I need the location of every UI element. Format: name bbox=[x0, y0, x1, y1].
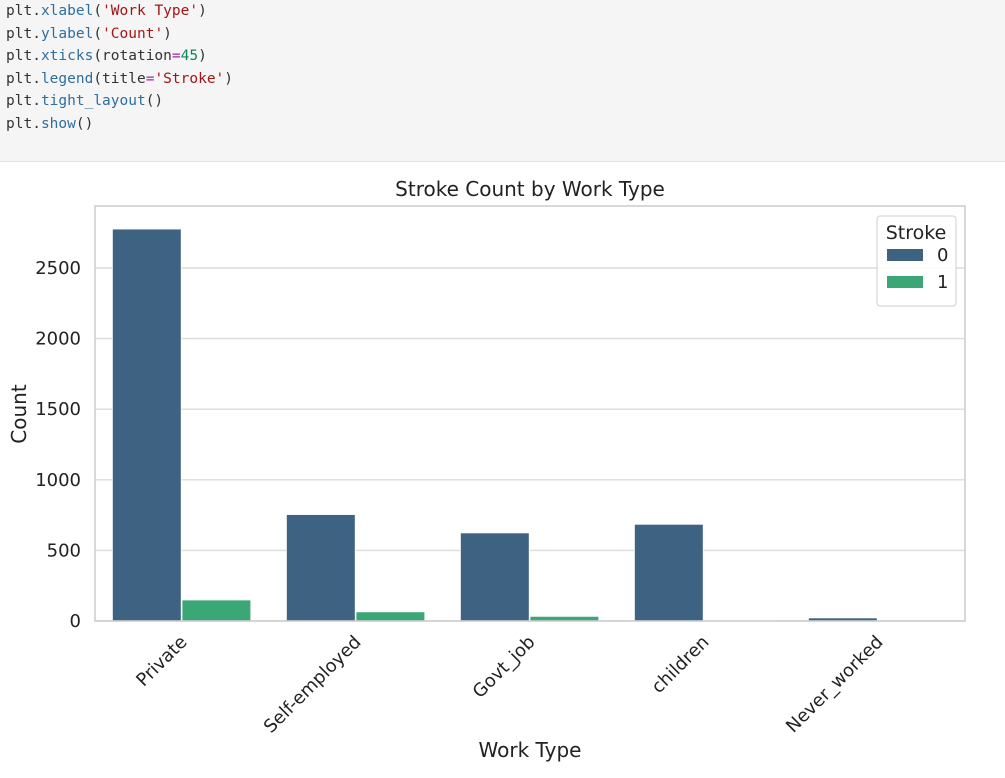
x-tick-label: Private bbox=[132, 632, 191, 691]
code-line: plt.ylabel('Count') bbox=[6, 23, 233, 46]
code-token-str: 'Count' bbox=[102, 25, 164, 42]
y-tick-label: 2500 bbox=[35, 258, 81, 279]
y-tick-labels: 0 500 1000 1500 2000 2500 bbox=[35, 258, 81, 632]
code-token-fn: show bbox=[40, 115, 76, 132]
bar-children-stroke-0 bbox=[634, 523, 704, 622]
y-tick-label: 500 bbox=[47, 540, 81, 561]
code-token-open: (rotation bbox=[93, 48, 172, 65]
code-token-close: ) bbox=[198, 48, 207, 65]
code-token-eq: = bbox=[171, 48, 181, 65]
code-dot: . bbox=[32, 70, 41, 87]
code-token-mod: plt bbox=[6, 3, 33, 19]
code-token-close: ) bbox=[224, 70, 234, 87]
code-token-num: 45 bbox=[180, 48, 199, 65]
code-token-str: 'Stroke' bbox=[154, 70, 225, 87]
code-token-open: ( bbox=[93, 25, 103, 42]
y-axis-label: Count bbox=[7, 384, 31, 444]
code-cell[interactable]: plt.xlabel('Work Type') plt.ylabel('Count… bbox=[0, 0, 1005, 162]
x-tick-labels: Private Self-employed Govt_job children Neve… bbox=[132, 632, 887, 738]
code-token-fn: xlabel bbox=[40, 3, 94, 19]
code-dot: . bbox=[32, 93, 41, 110]
code-line: plt.tight_layout() bbox=[6, 90, 233, 113]
code-token-fn: xticks bbox=[40, 48, 94, 65]
code-token-fn: tight_layout bbox=[40, 93, 146, 110]
code-line: plt.show() bbox=[6, 113, 233, 136]
y-tick-label: 0 bbox=[70, 611, 81, 632]
code-token-mod: plt bbox=[6, 70, 33, 87]
bar-self-employed-stroke-0 bbox=[285, 514, 356, 622]
code-token-open: ( bbox=[93, 3, 103, 19]
code-token-open: () bbox=[145, 93, 164, 110]
code-line: plt.xlabel('Work Type') bbox=[6, 0, 233, 23]
code-token-eq: = bbox=[145, 70, 155, 87]
bars bbox=[112, 228, 878, 622]
code-token-mod: plt bbox=[6, 115, 33, 132]
code-dot: . bbox=[32, 3, 41, 19]
x-tick-label: Govt_job bbox=[469, 632, 540, 703]
legend-label: 1 bbox=[937, 272, 948, 293]
code-token-open: () bbox=[75, 115, 94, 132]
code-token-str: 'Work Type' bbox=[102, 3, 199, 19]
legend-items: 01 bbox=[887, 245, 948, 293]
legend-swatch bbox=[887, 276, 923, 288]
code-dot: . bbox=[32, 25, 41, 42]
x-tick-label: Never_worked bbox=[782, 632, 887, 737]
code-token-mod: plt bbox=[6, 48, 33, 65]
bar-private-stroke-0 bbox=[112, 228, 182, 622]
code-token-close: ) bbox=[163, 25, 172, 42]
code-token-open: (title bbox=[93, 70, 146, 87]
chart-title: Stroke Count by Work Type bbox=[395, 177, 665, 201]
code-token-fn: legend bbox=[40, 70, 94, 87]
legend-swatch bbox=[887, 249, 923, 261]
y-tick-label: 1500 bbox=[35, 399, 81, 420]
x-axis-label: Work Type bbox=[479, 738, 582, 762]
x-tick-label: Self-employed bbox=[260, 632, 366, 738]
y-tick-label: 2000 bbox=[35, 329, 81, 350]
bar-private-stroke-1 bbox=[181, 599, 252, 622]
code-token-mod: plt bbox=[6, 25, 33, 42]
code-line: plt.xticks(rotation=45) bbox=[6, 45, 233, 68]
legend: Stroke 01 bbox=[876, 215, 957, 307]
plot-frame bbox=[94, 205, 966, 622]
code-token-fn: ylabel bbox=[40, 25, 94, 42]
code-dot: . bbox=[32, 115, 41, 132]
bar-self-employed-stroke-1 bbox=[355, 611, 426, 622]
bar-govt_job-stroke-0 bbox=[459, 532, 530, 622]
legend-label: 0 bbox=[937, 245, 948, 266]
x-tick-label: children bbox=[648, 632, 714, 698]
code-token-mod: plt bbox=[6, 93, 33, 110]
legend-title: Stroke bbox=[886, 222, 947, 244]
chart: 0 500 1000 1500 2000 2500 Private Self-employe… bbox=[7, 177, 966, 762]
code-editor[interactable]: plt.xlabel('Work Type') plt.ylabel('Count… bbox=[6, 0, 233, 136]
code-line: plt.legend(title='Stroke') bbox=[6, 68, 233, 91]
y-tick-label: 1000 bbox=[35, 470, 81, 491]
grid-lines bbox=[95, 267, 965, 622]
code-dot: . bbox=[32, 48, 41, 65]
code-token-close: ) bbox=[198, 3, 207, 19]
